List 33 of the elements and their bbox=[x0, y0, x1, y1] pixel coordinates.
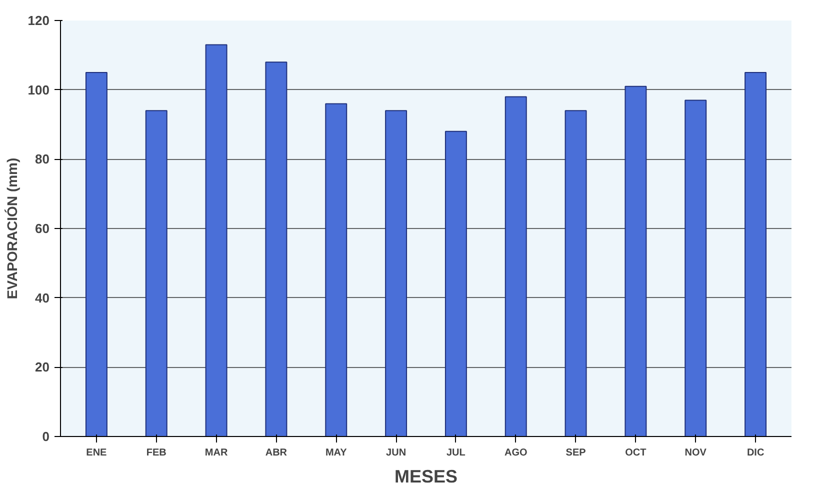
x-tick-label: OCT bbox=[625, 448, 646, 458]
x-tick-label: ABR bbox=[265, 448, 288, 458]
bar bbox=[624, 86, 647, 436]
bar bbox=[684, 100, 707, 436]
bar bbox=[444, 130, 467, 436]
y-tick-label: 20 bbox=[35, 360, 50, 375]
x-tick-label: MAR bbox=[204, 448, 228, 458]
x-tick-label: SEP bbox=[566, 448, 586, 458]
bar bbox=[265, 62, 288, 436]
bar bbox=[85, 72, 108, 436]
x-axis-title: MESES bbox=[394, 466, 458, 486]
bar bbox=[504, 96, 527, 436]
y-axis-title: EVAPORACIÓN (mm) bbox=[4, 158, 20, 300]
bar bbox=[145, 110, 168, 436]
x-tick-label: DIC bbox=[746, 448, 764, 458]
bar bbox=[205, 44, 228, 436]
y-tick-label: 0 bbox=[42, 429, 50, 444]
x-tick-label: MAY bbox=[325, 448, 348, 458]
x-tick-label: JUN bbox=[386, 448, 406, 458]
y-tick-label: 120 bbox=[28, 13, 50, 28]
bar bbox=[385, 110, 408, 436]
y-tick-label: 40 bbox=[35, 290, 50, 306]
x-tick-label: AGO bbox=[504, 448, 528, 458]
y-tick-label: 60 bbox=[35, 221, 50, 236]
x-tick-label: NOV bbox=[684, 448, 707, 458]
y-tick-label: 80 bbox=[35, 152, 50, 167]
x-tick-label: ENE bbox=[86, 448, 108, 458]
x-tick-label: FEB bbox=[146, 448, 166, 458]
bar bbox=[564, 110, 587, 436]
bar bbox=[325, 103, 348, 436]
y-tick-label: 100 bbox=[28, 82, 50, 98]
bar bbox=[744, 72, 767, 436]
x-tick-label: JUL bbox=[446, 448, 466, 458]
